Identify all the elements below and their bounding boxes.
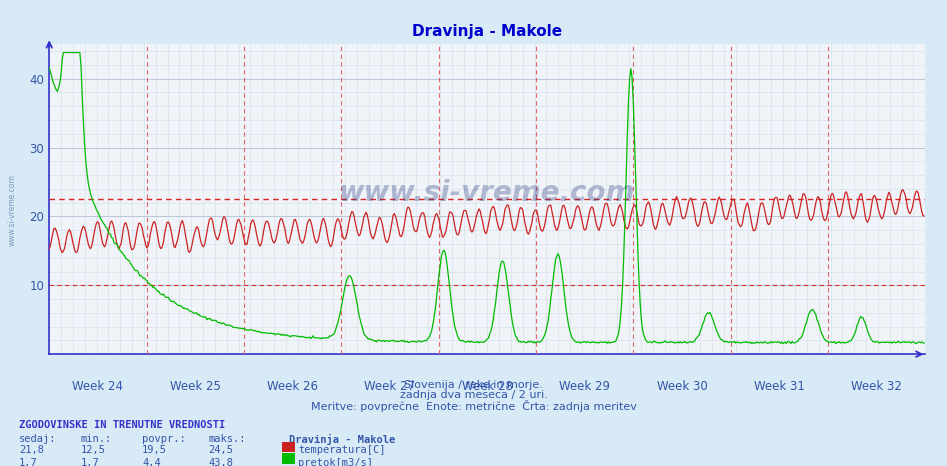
Text: Week 31: Week 31 [754,380,805,393]
Text: maks.:: maks.: [208,434,246,444]
Text: Week 24: Week 24 [72,380,123,393]
Text: Slovenija / reke in morje.: Slovenija / reke in morje. [404,380,543,390]
Text: 1,7: 1,7 [80,458,99,466]
Text: 1,7: 1,7 [19,458,38,466]
Text: 4,4: 4,4 [142,458,161,466]
Text: zadnja dva meseca / 2 uri.: zadnja dva meseca / 2 uri. [400,390,547,400]
Text: Week 29: Week 29 [559,380,610,393]
Text: Week 32: Week 32 [851,380,902,393]
Text: 19,5: 19,5 [142,445,167,455]
Text: povpr.:: povpr.: [142,434,186,444]
Text: Week 28: Week 28 [462,380,512,393]
Title: Dravinja - Makole: Dravinja - Makole [412,24,563,39]
Text: pretok[m3/s]: pretok[m3/s] [298,458,373,466]
Text: 12,5: 12,5 [80,445,105,455]
Text: Meritve: povprečne  Enote: metrične  Črta: zadnja meritev: Meritve: povprečne Enote: metrične Črta:… [311,400,636,412]
Text: Week 27: Week 27 [365,380,416,393]
Text: Week 30: Week 30 [656,380,707,393]
Text: 24,5: 24,5 [208,445,233,455]
Text: min.:: min.: [80,434,112,444]
Text: Week 25: Week 25 [170,380,221,393]
Text: ZGODOVINSKE IN TRENUTNE VREDNOSTI: ZGODOVINSKE IN TRENUTNE VREDNOSTI [19,420,225,430]
Text: www.si-vreme.com: www.si-vreme.com [339,179,635,207]
Text: Dravinja - Makole: Dravinja - Makole [289,434,395,445]
Text: sedaj:: sedaj: [19,434,57,444]
Text: www.si-vreme.com: www.si-vreme.com [8,174,17,246]
Text: 43,8: 43,8 [208,458,233,466]
Text: temperatura[C]: temperatura[C] [298,445,385,455]
Text: Week 26: Week 26 [267,380,318,393]
Text: 21,8: 21,8 [19,445,44,455]
